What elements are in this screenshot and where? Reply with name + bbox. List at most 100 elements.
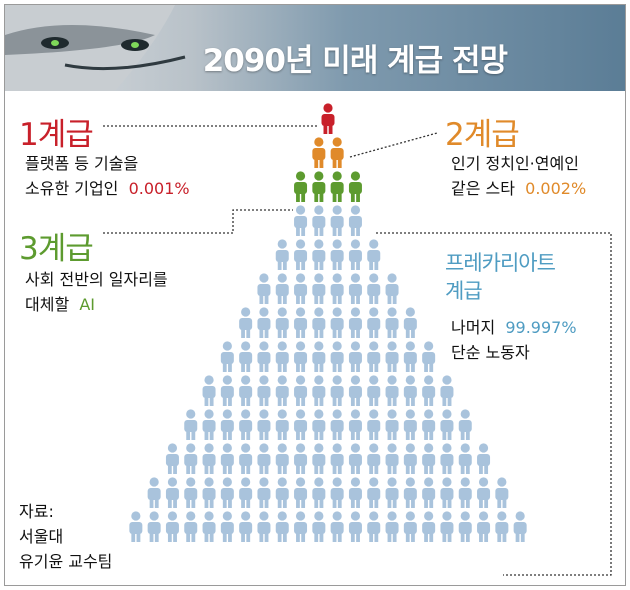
person-icon-tier4 <box>495 477 509 508</box>
person-icon-tier4 <box>477 511 491 542</box>
person-icon-tier4 <box>367 341 381 372</box>
person-icon-tier4 <box>330 375 344 406</box>
person-icon-tier4 <box>385 511 399 542</box>
person-icon-tier3 <box>348 171 362 202</box>
person-icon-tier4 <box>367 307 381 338</box>
person-icon-tier4 <box>312 443 326 474</box>
person-icon-tier4 <box>184 443 198 474</box>
person-icon-tier4 <box>458 409 472 440</box>
person-icon-tier4 <box>129 511 143 542</box>
person-icon-tier4 <box>257 443 271 474</box>
person-icon-tier4 <box>367 239 381 270</box>
tier4-connector-line <box>376 232 612 576</box>
person-icon-tier4 <box>312 341 326 372</box>
person-icon-tier4 <box>220 477 234 508</box>
person-icon-tier4 <box>202 375 216 406</box>
person-icon-tier4 <box>294 511 308 542</box>
tier4-line1-prefix: 나머지 <box>451 318 496 337</box>
person-icon-tier4 <box>440 477 454 508</box>
person-icon-tier4 <box>385 375 399 406</box>
person-icon-tier3 <box>330 171 344 202</box>
person-icon-tier4 <box>477 443 491 474</box>
person-icon-tier4 <box>202 511 216 542</box>
person-icon-tier4 <box>294 477 308 508</box>
tier4-description: 나머지 99.997% 단순 노동자 <box>451 315 577 365</box>
person-icon-tier4 <box>422 341 436 372</box>
tier3-line1: 사회 전반의 일자리를 <box>25 270 168 289</box>
person-icon-tier2 <box>330 137 344 168</box>
person-icon-tier4 <box>348 341 362 372</box>
person-icon-tier4 <box>330 307 344 338</box>
person-icon-tier4 <box>403 307 417 338</box>
person-icon-tier4 <box>312 273 326 304</box>
person-icon-tier1 <box>321 103 335 134</box>
person-icon-tier4 <box>220 443 234 474</box>
person-icon-tier4 <box>257 511 271 542</box>
pyramid-diagram <box>103 103 612 576</box>
person-icon-tier4 <box>239 409 253 440</box>
person-icon-tier4 <box>385 307 399 338</box>
tier4-percentage: 99.997% <box>505 318 577 337</box>
person-icon-tier3 <box>294 171 308 202</box>
source-credit: 자료: 서울대 유기윤 교수팀 <box>19 499 112 574</box>
person-icon-tier4 <box>367 409 381 440</box>
person-icon-tier4 <box>348 409 362 440</box>
person-icon-tier4 <box>147 511 161 542</box>
person-icon-tier4 <box>330 341 344 372</box>
person-icon-tier4 <box>440 375 454 406</box>
header-banner: 2090년 미래 계급 전망 <box>5 5 625 91</box>
person-icon-tier4 <box>165 477 179 508</box>
tier2-percentage: 0.002% <box>525 179 587 198</box>
person-icon-tier4 <box>513 511 527 542</box>
person-icon-tier4 <box>257 477 271 508</box>
tier1-line1: 플랫폼 등 기술을 <box>25 154 139 173</box>
person-icon-tier4 <box>312 409 326 440</box>
person-icon-tier4 <box>220 341 234 372</box>
person-icon-tier4 <box>202 443 216 474</box>
person-icon-tier4 <box>294 341 308 372</box>
person-icon-tier4 <box>275 273 289 304</box>
person-icon-tier4 <box>330 273 344 304</box>
tier4-title-line2: 계급 <box>445 279 483 303</box>
person-icon-tier4 <box>202 409 216 440</box>
person-icon-tier4 <box>220 375 234 406</box>
source-org: 서울대 <box>19 527 64 546</box>
person-icon-tier4 <box>477 477 491 508</box>
person-icon-tier4 <box>312 511 326 542</box>
person-icon-tier4 <box>330 443 344 474</box>
tier3-connector-line <box>103 209 293 234</box>
person-icon-tier4 <box>147 477 161 508</box>
tier4-line2: 단순 노동자 <box>451 343 530 362</box>
person-icon-tier4 <box>312 375 326 406</box>
person-icon-tier4 <box>385 409 399 440</box>
person-icon-tier4 <box>165 443 179 474</box>
person-icon-tier4 <box>294 239 308 270</box>
person-icon-tier4 <box>257 409 271 440</box>
person-icon-tier4 <box>348 239 362 270</box>
person-icon-tier4 <box>367 511 381 542</box>
person-icon-tier4 <box>312 307 326 338</box>
tier1-percentage: 0.001% <box>128 179 190 198</box>
person-icon-tier4 <box>184 409 198 440</box>
person-icon-tier4 <box>257 273 271 304</box>
person-icon-tier4 <box>348 307 362 338</box>
person-icon-tier4 <box>294 205 308 236</box>
tier2-description: 인기 정치인·연예인 같은 스타 0.002% <box>451 151 586 201</box>
person-icon-tier4 <box>330 477 344 508</box>
tier1-title: 1계급 <box>19 117 94 153</box>
tier1-line2: 소유한 기업인 <box>25 179 119 198</box>
person-icon-tier4 <box>422 511 436 542</box>
person-icon-tier4 <box>294 273 308 304</box>
person-icon-tier4 <box>422 443 436 474</box>
person-icon-tier4 <box>239 375 253 406</box>
source-label: 자료: <box>19 502 54 521</box>
tier4-title-line1: 프레카리아트 <box>445 251 556 275</box>
person-icon-tier4 <box>348 477 362 508</box>
person-icon-tier4 <box>275 511 289 542</box>
tier3-title: 3계급 <box>19 231 94 267</box>
person-icon-tier4 <box>367 443 381 474</box>
person-icon-tier4 <box>330 409 344 440</box>
person-icon-tier4 <box>385 341 399 372</box>
person-icon-tier4 <box>403 375 417 406</box>
tier2-connector-line <box>349 132 438 158</box>
